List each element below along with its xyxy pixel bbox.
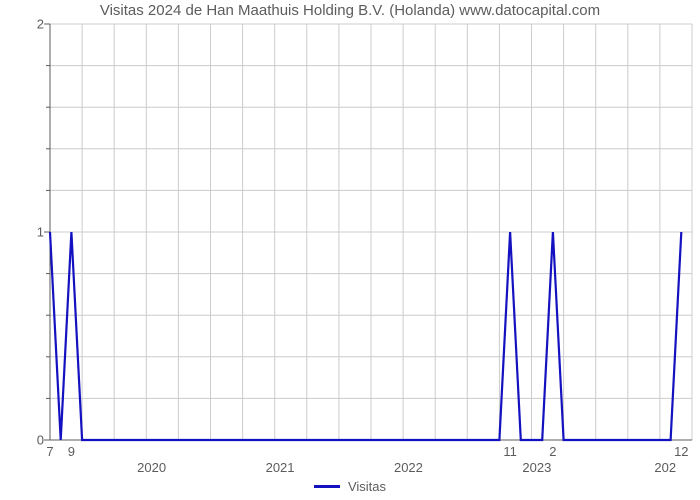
x-data-label: 7 — [46, 444, 53, 459]
legend-label: Visitas — [348, 479, 386, 494]
x-data-label: 12 — [674, 444, 688, 459]
chart-legend: Visitas — [0, 478, 700, 494]
x-data-label: 2 — [549, 444, 556, 459]
chart-plot-area — [50, 24, 692, 440]
series-line — [50, 232, 681, 440]
x-year-label: 2020 — [137, 460, 166, 475]
y-tick-label: 0 — [0, 433, 44, 448]
x-year-label: 2022 — [394, 460, 423, 475]
y-tick-label: 1 — [0, 225, 44, 240]
x-year-label: 202 — [654, 460, 676, 475]
x-year-label: 2021 — [266, 460, 295, 475]
y-tick-label: 2 — [0, 17, 44, 32]
x-data-label: 9 — [68, 444, 75, 459]
x-data-label: 11 — [503, 444, 517, 459]
x-year-label: 2023 — [522, 460, 551, 475]
legend-swatch — [314, 485, 340, 488]
chart-title: Visitas 2024 de Han Maathuis Holding B.V… — [0, 2, 700, 19]
